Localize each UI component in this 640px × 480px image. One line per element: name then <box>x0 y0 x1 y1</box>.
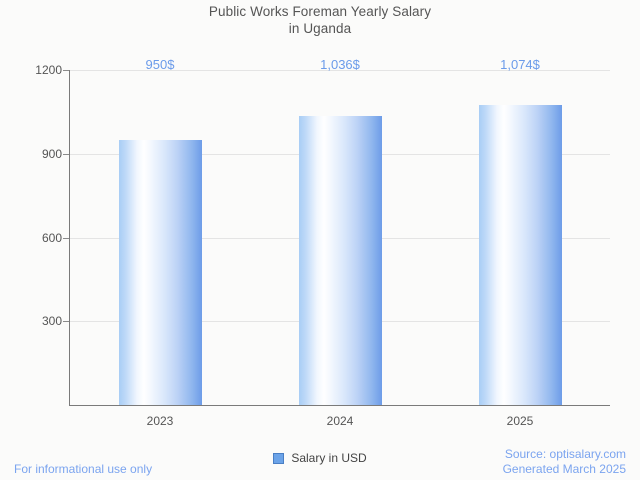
y-tick-label-900: 900 <box>41 146 62 161</box>
chart-title: Public Works Foreman Yearly Salary in Ug… <box>0 3 640 37</box>
y-tick-label-300: 300 <box>41 314 62 329</box>
footer-source-line: Source: optisalary.com <box>504 447 626 461</box>
y-axis-labels: 1200 900 600 300 <box>8 0 62 480</box>
y-tick-mark-300 <box>63 321 69 323</box>
legend-swatch-icon <box>273 452 285 464</box>
footer-source: Source: optisalary.com Generated March 2… <box>503 447 626 477</box>
bar-value-label-2023: 950$ <box>145 57 175 72</box>
x-axis-line <box>69 405 610 406</box>
x-tick-label-2025: 2025 <box>506 414 534 428</box>
chart-title-line2: in Uganda <box>288 21 352 36</box>
footer-generated-line: Generated March 2025 <box>502 462 626 476</box>
legend-label[interactable]: Salary in USD <box>291 451 367 465</box>
y-tick-label-1200: 1200 <box>35 63 62 77</box>
bar-2024[interactable] <box>298 115 382 405</box>
chart-legend: Salary in USD <box>0 451 640 465</box>
bar-value-label-2024: 1,036$ <box>320 57 360 72</box>
x-tick-label-2024: 2024 <box>326 414 354 428</box>
bar-value-label-2025: 1,074$ <box>500 57 540 72</box>
gridline-1200 <box>70 70 610 71</box>
footer-disclaimer: For informational use only <box>14 462 153 476</box>
y-tick-mark-900 <box>63 153 69 155</box>
bar-2023[interactable] <box>118 139 202 405</box>
x-tick-label-2023: 2023 <box>146 414 174 428</box>
chart-title-line1: Public Works Foreman Yearly Salary <box>208 4 432 19</box>
y-tick-mark-1200 <box>63 70 69 71</box>
y-tick-label-600: 600 <box>41 230 62 245</box>
y-axis-line <box>69 70 70 406</box>
bar-2025[interactable] <box>478 105 562 405</box>
y-tick-mark-600 <box>63 237 69 239</box>
